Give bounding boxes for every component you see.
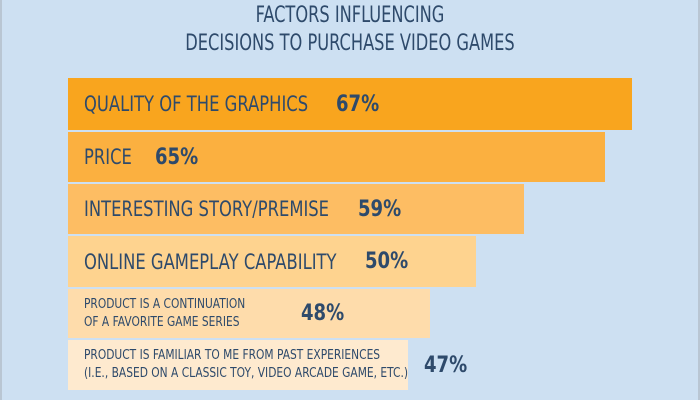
chart-title-line2: DECISIONS TO PURCHASE VIDEO GAMES [185, 31, 515, 56]
bar-label: QUALITY OF THE GRAPHICS [84, 92, 309, 116]
left-border [0, 0, 2, 400]
bar-continuation: PRODUCT IS A CONTINUATION OF A FAVORITE … [68, 289, 430, 338]
bar-quality-graphics: QUALITY OF THE GRAPHICS 67% [68, 78, 632, 130]
bar-value: 59% [358, 196, 402, 222]
bar-value: 47% [424, 352, 468, 378]
bar-online-gameplay: ONLINE GAMEPLAY CAPABILITY 50% [68, 236, 476, 287]
bar-label: ONLINE GAMEPLAY CAPABILITY [84, 249, 337, 274]
bar-price: PRICE 65% [68, 132, 605, 182]
bar-value: 48% [301, 301, 345, 326]
bar-label: PRODUCT IS A CONTINUATION OF A FAVORITE … [84, 296, 246, 330]
bar-value: 65% [155, 144, 199, 170]
bar-familiar: PRODUCT IS FAMILIAR TO ME FROM PAST EXPE… [68, 340, 467, 390]
bar-story: INTERESTING STORY/PREMISE 59% [68, 184, 524, 234]
bar-label: PRODUCT IS FAMILIAR TO ME FROM PAST EXPE… [84, 348, 409, 381]
bar-label: INTERESTING STORY/PREMISE [84, 197, 330, 221]
bar-value: 50% [365, 249, 409, 274]
bar-label: PRICE [84, 145, 132, 169]
chart-title-line1: FACTORS INFLUENCING [255, 3, 445, 28]
bar-value: 67% [336, 91, 380, 117]
right-border [698, 0, 700, 400]
